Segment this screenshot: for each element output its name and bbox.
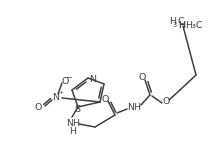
Text: C: C [177, 18, 184, 27]
Text: H: H [169, 18, 176, 27]
Text: H₃C: H₃C [185, 20, 203, 29]
Text: +: + [58, 90, 63, 96]
Text: S: S [74, 105, 80, 114]
Text: NH: NH [66, 118, 80, 127]
Text: O: O [162, 97, 170, 106]
Text: H: H [178, 20, 185, 29]
Text: O: O [61, 77, 69, 86]
Text: 3: 3 [173, 22, 177, 28]
Text: H: H [178, 20, 185, 29]
Text: NH: NH [127, 103, 141, 112]
Text: N: N [52, 93, 59, 102]
Text: −: − [66, 74, 72, 83]
Text: H: H [69, 126, 76, 135]
Text: O: O [101, 95, 109, 104]
Text: O: O [34, 104, 42, 113]
Text: O: O [138, 74, 146, 83]
Text: N: N [89, 75, 96, 84]
